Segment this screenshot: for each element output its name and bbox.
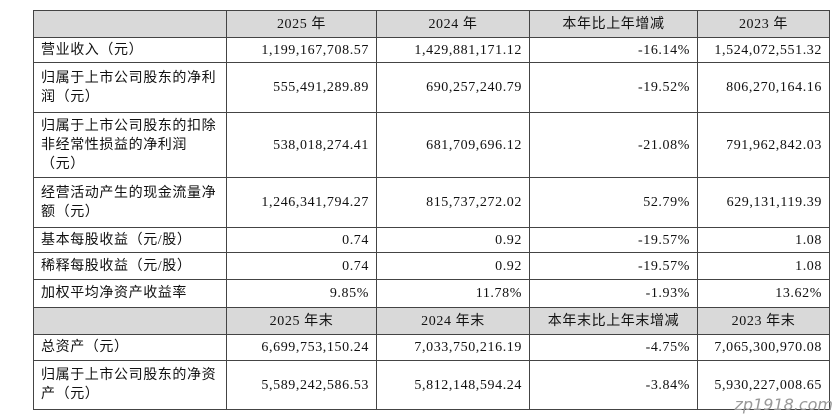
header-cell: 本年比上年增减 [529, 10, 698, 38]
value-cell: 0.92 [376, 227, 530, 253]
watermark: zp1918.com [734, 395, 833, 414]
header-cell [33, 10, 227, 38]
value-cell: 7,033,750,216.19 [376, 334, 530, 361]
value-cell: 0.92 [376, 252, 530, 280]
value-cell: 11.78% [376, 279, 530, 308]
value-cell: 0.74 [226, 252, 377, 280]
value-cell: 690,257,240.79 [376, 62, 530, 113]
data-row: 营业收入（元） 1,199,167,708.57 1,429,881,171.12-… [33, 37, 830, 63]
header-cell [33, 307, 227, 335]
data-row: 加权平均净资产收益率 9.85% 11.78% -1.93% 13.62% [33, 279, 830, 308]
header-cell: 2023 年 [697, 10, 830, 38]
header-cell: 2025 年 [226, 10, 377, 38]
value-cell: 791,962,842.03 [697, 112, 830, 178]
value-cell: 1,524,072,551.32 [697, 37, 830, 63]
header-cell: 2024 年末 [376, 307, 530, 335]
value-cell: -1.93% [529, 279, 698, 308]
data-row: 基本每股收益（元/股） 0.74 0.92 -19.57% 1.08 [33, 227, 830, 253]
value-cell: 1.08 [697, 227, 830, 253]
data-row: 稀释每股收益（元/股） 0.74 0.92 -19.57% 1.08 [33, 252, 830, 280]
data-row: 归属于上市公司股东的净资 产（元） 5,589,242,586.53 5,812,1… [33, 360, 830, 410]
value-cell: -4.75% [529, 334, 698, 361]
header-cell: 2024 年 [376, 10, 530, 38]
value-cell: 1,246,341,794.27 [226, 177, 377, 228]
header-row: 2025 年末 2024 年末 本年末比上年末增减 2023 年末 [33, 307, 830, 335]
value-cell: -16.14% [529, 37, 698, 63]
data-row: 归属于上市公司股东的净利 润（元） 555,491,289.89 690,257,2… [33, 62, 830, 113]
header-cell: 本年末比上年末增减 [529, 307, 698, 335]
value-cell: 555,491,289.89 [226, 62, 377, 113]
value-cell: 1,429,881,171.12 [376, 37, 530, 63]
value-cell: 1.08 [697, 252, 830, 280]
row-label: 加权平均净资产收益率 [33, 279, 227, 308]
value-cell: 1,199,167,708.57 [226, 37, 377, 63]
header-row: 2025 年 2024 年本年比上年增减 2023 年 [33, 10, 830, 38]
row-label: 归属于上市公司股东的净利 润（元） [33, 62, 227, 113]
row-label: 基本每股收益（元/股） [33, 227, 227, 253]
value-cell: 13.62% [697, 279, 830, 308]
value-cell: 0.74 [226, 227, 377, 253]
header-cell: 2025 年末 [226, 307, 377, 335]
value-cell: 806,270,164.16 [697, 62, 830, 113]
row-label: 稀释每股收益（元/股） [33, 252, 227, 280]
row-label: 总资产（元） [33, 334, 227, 361]
data-row: 归属于上市公司股东的扣除 非经常性损益的净利润 （元） 538,018,274.4… [33, 112, 830, 178]
value-cell: 629,131,119.39 [697, 177, 830, 228]
value-cell: -19.57% [529, 227, 698, 253]
financial-table: 2025 年 2024 年本年比上年增减 2023 年营业收入（元） 1,199,16… [33, 10, 830, 410]
header-cell: 2023 年末 [697, 307, 830, 335]
value-cell: 52.79% [529, 177, 698, 228]
row-label: 归属于上市公司股东的扣除 非经常性损益的净利润 （元） [33, 112, 227, 178]
value-cell: 9.85% [226, 279, 377, 308]
value-cell: 5,930,227,008.65 [697, 360, 830, 410]
value-cell: -21.08% [529, 112, 698, 178]
value-cell: -19.57% [529, 252, 698, 280]
value-cell: 7,065,300,970.08 [697, 334, 830, 361]
value-cell: -19.52% [529, 62, 698, 113]
value-cell: 538,018,274.41 [226, 112, 377, 178]
row-label: 归属于上市公司股东的净资 产（元） [33, 360, 227, 410]
row-label: 营业收入（元） [33, 37, 227, 63]
value-cell: 6,699,753,150.24 [226, 334, 377, 361]
value-cell: 681,709,696.12 [376, 112, 530, 178]
value-cell: 5,589,242,586.53 [226, 360, 377, 410]
value-cell: 815,737,272.02 [376, 177, 530, 228]
value-cell: 5,812,148,594.24 [376, 360, 530, 410]
row-label: 经营活动产生的现金流量净 额（元） [33, 177, 227, 228]
value-cell: -3.84% [529, 360, 698, 410]
data-row: 总资产（元） 6,699,753,150.24 7,033,750,216.19 -4… [33, 334, 830, 361]
data-row: 经营活动产生的现金流量净 额（元） 1,246,341,794.27 815,737… [33, 177, 830, 228]
